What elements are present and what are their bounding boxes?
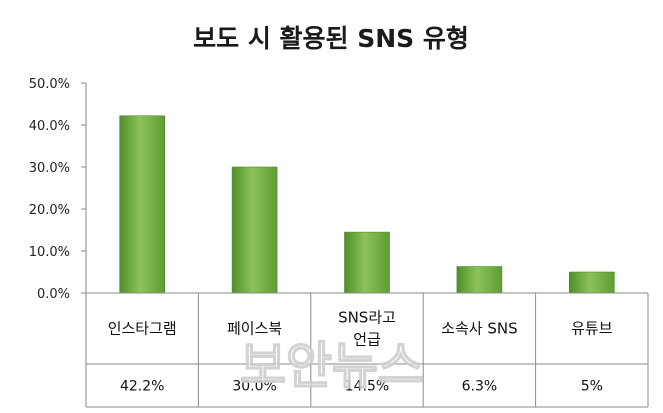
y-axis: 0.0% 10.0% 20.0% 30.0% 40.0% 50.0%	[29, 77, 87, 302]
x-category-label: 페이스북	[227, 320, 282, 338]
y-tick-label: 40.0%	[29, 119, 70, 134]
data-label: 5%	[581, 379, 603, 395]
chart-title: 보도 시 활용된 SNS 유형	[193, 24, 469, 53]
data-label: 42.2%	[120, 379, 164, 395]
x-category-label: 인스타그램	[108, 320, 177, 338]
y-tick-label: 50.0%	[29, 77, 70, 92]
x-category-label: 소속사 SNS	[441, 320, 517, 338]
bar	[231, 166, 278, 294]
watermark-logo: 보안뉴스	[240, 337, 424, 395]
y-tick-label: 10.0%	[29, 245, 70, 260]
data-label: 30.0%	[232, 379, 276, 395]
x-category-label: 언급	[353, 331, 381, 349]
y-tick-label: 0.0%	[37, 287, 70, 302]
data-label: 6.3%	[462, 379, 498, 395]
bar	[119, 115, 165, 294]
x-category-label: 유튜브	[571, 320, 613, 338]
bar	[344, 231, 390, 294]
bar	[568, 271, 615, 294]
y-tick-label: 30.0%	[29, 161, 70, 176]
y-tick-label: 20.0%	[29, 203, 70, 218]
data-label: 14.5%	[345, 379, 389, 395]
bar	[456, 266, 503, 294]
x-category-label: SNS라고	[338, 309, 396, 327]
bar-series	[119, 115, 615, 294]
